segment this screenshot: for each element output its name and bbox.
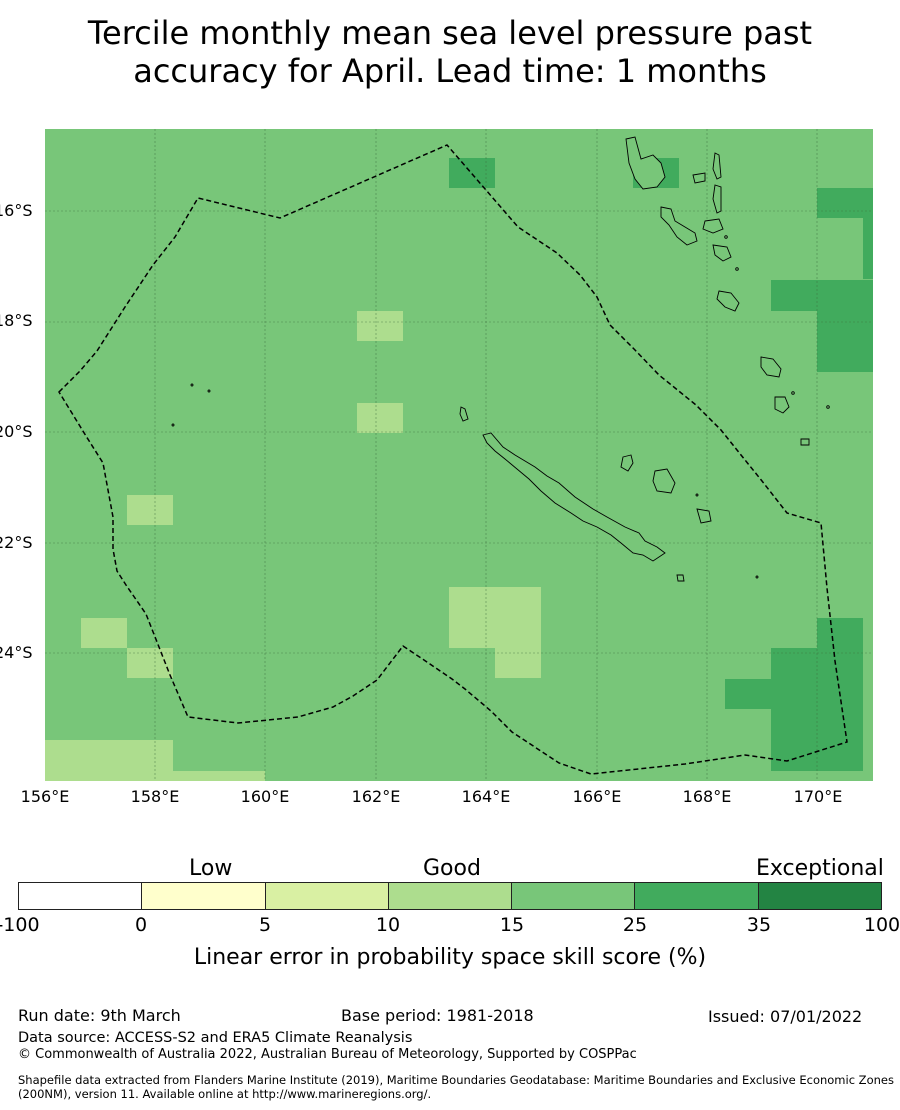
colorbar-tick: 10 [375, 914, 401, 936]
ambae-island [692, 172, 706, 184]
lat-label-22s: 22°S [0, 533, 33, 552]
malakula-island [660, 206, 698, 246]
legend-category-good: Good [423, 856, 481, 881]
run-date: Run date: 9th March [18, 1006, 181, 1025]
islet [695, 493, 699, 497]
isle-of-pines [676, 574, 685, 582]
colorbar-title: Linear error in probability space skill … [193, 945, 707, 970]
map-background [45, 129, 873, 781]
colorbar-segment [265, 883, 389, 909]
colorbar-segment [758, 883, 881, 909]
cell-moderate [449, 587, 541, 648]
cell-high [449, 158, 495, 188]
lat-label-24s: 24°S [0, 643, 33, 662]
maritime-boundary [58, 144, 848, 775]
graticule [45, 129, 873, 781]
legend-category-exceptional: Exceptional [756, 856, 884, 881]
lat-label-16s: 16°S [0, 201, 33, 220]
cell-moderate [357, 403, 403, 433]
colorbar-tick: 0 [134, 914, 148, 936]
cell-moderate [127, 648, 173, 678]
colorbar-segment [19, 883, 143, 909]
map-canvas [45, 129, 873, 781]
belep-islands [459, 406, 469, 422]
efate-island [716, 290, 740, 312]
ambrym-island [702, 218, 724, 234]
lon-label-160e: 160°E [240, 787, 290, 806]
lon-label-164e: 164°E [461, 787, 511, 806]
base-period: Base period: 1981-2018 [341, 1006, 534, 1025]
cell-high [817, 188, 873, 218]
aneityum-island [800, 438, 810, 446]
islet [791, 391, 795, 395]
islet [735, 267, 739, 271]
new-caledonia-main-island [482, 432, 666, 562]
islet [190, 383, 194, 387]
espiritu-santo-island [625, 136, 666, 190]
tanna-island [774, 396, 790, 414]
lat-label-20s: 20°S [0, 422, 33, 441]
colorbar-tick: 100 [863, 914, 900, 936]
lon-label-162e: 162°E [351, 787, 401, 806]
map-title: Tercile monthly mean sea level pressure … [0, 14, 900, 90]
mare-island [696, 508, 712, 524]
epi-island [712, 244, 732, 262]
cell-moderate [45, 740, 173, 781]
cell-high [863, 218, 873, 279]
maewo-island [712, 152, 722, 180]
colorbar [18, 882, 882, 910]
colorbar-segment [388, 883, 513, 909]
legend-category-low: Low [189, 856, 233, 881]
lon-label-170e: 170°E [793, 787, 843, 806]
cell-high [725, 679, 771, 709]
lon-label-156e: 156°E [20, 787, 70, 806]
ouvea-island [620, 454, 634, 472]
cell-high [817, 618, 863, 648]
cell-high [817, 311, 873, 372]
title-line-1: Tercile monthly mean sea level pressure … [87, 14, 813, 52]
lon-label-168e: 168°E [682, 787, 732, 806]
islet [171, 423, 175, 427]
cell-moderate [495, 648, 541, 678]
pentecost-island [712, 184, 722, 214]
islet [755, 575, 759, 579]
cell-high [771, 280, 873, 311]
islet [207, 389, 211, 393]
skill-map [45, 129, 873, 781]
cell-moderate [127, 495, 173, 525]
copyright: © Commonwealth of Australia 2022, Austra… [18, 1047, 637, 1062]
lifou-island [652, 468, 676, 494]
cell-moderate [173, 771, 265, 781]
data-source: Data source: ACCESS-S2 and ERA5 Climate … [18, 1030, 413, 1046]
colorbar-segment [512, 883, 636, 909]
shapefile-credit: Shapefile data extracted from Flanders M… [18, 1073, 894, 1101]
lat-label-18s: 18°S [0, 311, 33, 330]
issued-date: Issued: 07/01/2022 [708, 1007, 863, 1026]
colorbar-tick: 15 [499, 914, 525, 936]
cell-moderate [357, 311, 403, 341]
cell-moderate [81, 618, 127, 648]
colorbar-tick: 35 [746, 914, 772, 936]
erromango-island [760, 356, 782, 378]
colorbar-segment [635, 883, 759, 909]
colorbar-tick: 25 [622, 914, 648, 936]
islet [826, 405, 830, 409]
colorbar-tick: -100 [0, 914, 40, 936]
land-masses [171, 136, 830, 582]
colorbar-tick: 5 [258, 914, 272, 936]
lon-label-158e: 158°E [130, 787, 180, 806]
title-line-2: accuracy for April. Lead time: 1 months [133, 52, 767, 90]
islet [724, 235, 728, 239]
colorbar-segment [142, 883, 266, 909]
lon-label-166e: 166°E [572, 787, 622, 806]
